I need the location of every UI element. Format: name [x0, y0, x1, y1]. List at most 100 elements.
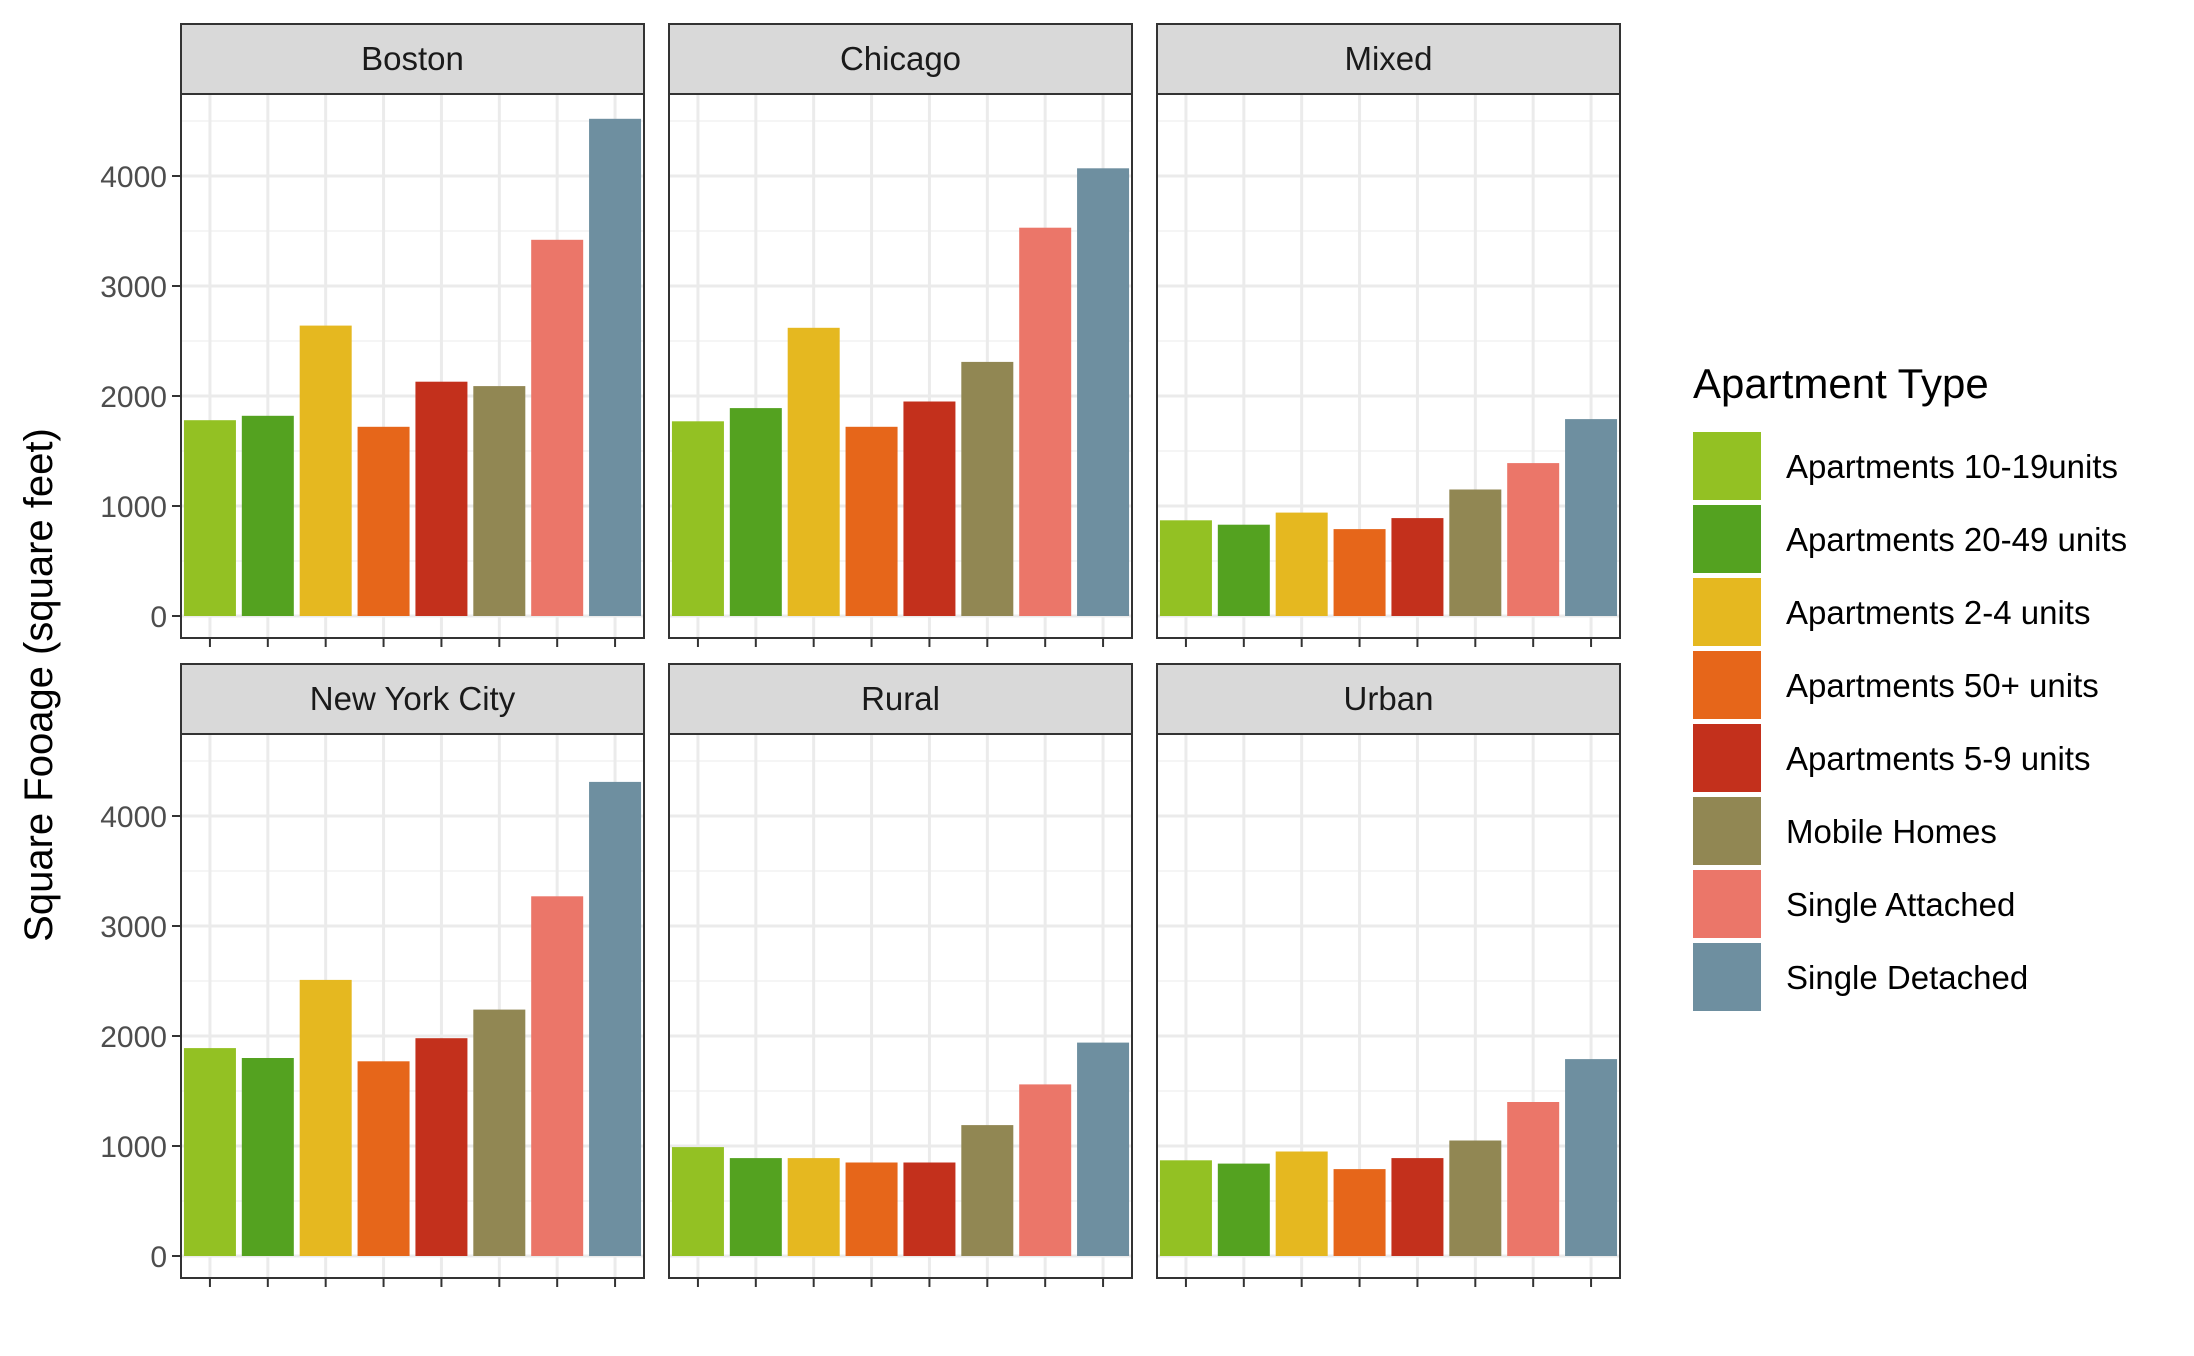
bar-urban-mobile-homes — [1449, 1140, 1502, 1256]
legend-label: Apartments 10-19units — [1786, 448, 2118, 485]
bar-urban-apartments-10-19units — [1159, 1160, 1212, 1256]
bar-mixed-apartments-5-9-units — [1391, 518, 1444, 616]
bar-rural-apartments-20-49-units — [729, 1158, 782, 1256]
bar-boston-single-detached — [589, 118, 642, 617]
legend-items: Apartments 10-19units Apartments 20-49 un… — [1693, 432, 2127, 1011]
legend-key — [1693, 578, 1761, 646]
facet-strip-label: New York City — [310, 680, 516, 717]
legend-item-apartments-10-19units: Apartments 10-19units — [1693, 432, 2118, 500]
bar-boston-apartments-2-4-units — [299, 325, 352, 616]
bar-mixed-apartments-2-4-units — [1275, 512, 1328, 616]
bar-mixed-apartments-10-19units — [1159, 520, 1212, 616]
legend: Apartment Type Apartments 10-19unitsApar… — [1693, 360, 2127, 1011]
legend-item-apartments-5-9-units: Apartments 5-9 units — [1693, 724, 2090, 792]
facet-strip — [180, 663, 645, 735]
bar-chicago-apartments-50-units — [845, 426, 898, 616]
legend-label: Single Attached — [1786, 886, 2015, 923]
bar-mixed-single-detached — [1565, 419, 1618, 616]
facet-strip — [668, 23, 1133, 95]
bar-boston-apartments-20-49-units — [241, 415, 294, 616]
legend-item-apartments-20-49-units: Apartments 20-49 units — [1693, 505, 2127, 573]
facet-strip-label: Mixed — [1344, 40, 1432, 77]
bar-chicago-apartments-5-9-units — [903, 401, 956, 616]
panel-mixed: Mixed — [1156, 23, 1621, 647]
facet-strip — [180, 23, 645, 95]
bar-chicago-apartments-20-49-units — [729, 408, 782, 616]
legend-item-single-attached: Single Attached — [1693, 870, 2015, 938]
panel-boston: Boston 0 1000 2000 3000 4000 — [100, 23, 645, 647]
bar-new-york-city-apartments-10-19units — [183, 1048, 236, 1256]
bar-rural-single-detached — [1077, 1042, 1130, 1256]
bar-boston-single-attached — [531, 239, 584, 617]
legend-label: Mobile Homes — [1786, 813, 1997, 850]
legend-key — [1693, 870, 1761, 938]
bar-mixed-apartments-20-49-units — [1217, 524, 1270, 616]
bar-rural-apartments-2-4-units — [787, 1158, 840, 1256]
bar-chicago-single-detached — [1077, 168, 1130, 617]
bar-mixed-apartments-50-units — [1333, 529, 1386, 616]
y-tick-label: 2000 — [100, 381, 167, 414]
y-tick-label: 4000 — [100, 801, 167, 834]
y-tick-label: 1000 — [100, 1131, 167, 1164]
bar-boston-apartments-5-9-units — [415, 381, 468, 616]
panel-new-york-city: New York City 0 1000 2000 3000 4000 — [100, 663, 645, 1287]
legend-label: Apartments 20-49 units — [1786, 521, 2127, 558]
bar-rural-apartments-10-19units — [671, 1147, 724, 1256]
legend-key — [1693, 505, 1761, 573]
legend-key — [1693, 432, 1761, 500]
bar-rural-apartments-50-units — [845, 1162, 898, 1256]
bar-urban-apartments-2-4-units — [1275, 1151, 1328, 1256]
y-tick-label: 0 — [150, 601, 167, 634]
panel-chicago: Chicago — [668, 23, 1133, 647]
bar-chicago-apartments-2-4-units — [787, 327, 840, 616]
legend-label: Single Detached — [1786, 959, 2028, 996]
legend-item-apartments-50-units: Apartments 50+ units — [1693, 651, 2099, 719]
facet-strip — [668, 663, 1133, 735]
legend-title: Apartment Type — [1693, 360, 1989, 407]
legend-label: Apartments 50+ units — [1786, 667, 2099, 704]
bar-mixed-mobile-homes — [1449, 489, 1502, 616]
bar-urban-single-detached — [1565, 1059, 1618, 1256]
bar-boston-mobile-homes — [473, 386, 526, 616]
legend-item-apartments-2-4-units: Apartments 2-4 units — [1693, 578, 2090, 646]
facet-strip-label: Boston — [361, 40, 464, 77]
legend-key — [1693, 797, 1761, 865]
facet-strip — [1156, 23, 1621, 95]
legend-item-single-detached: Single Detached — [1693, 943, 2028, 1011]
legend-key — [1693, 651, 1761, 719]
panel-urban: Urban — [1156, 663, 1621, 1287]
bar-boston-apartments-10-19units — [183, 420, 236, 616]
y-tick-label: 2000 — [100, 1021, 167, 1054]
bar-new-york-city-apartments-2-4-units — [299, 979, 352, 1256]
bar-new-york-city-mobile-homes — [473, 1009, 526, 1256]
bar-rural-apartments-5-9-units — [903, 1162, 956, 1256]
bar-rural-mobile-homes — [961, 1125, 1014, 1256]
facet-strip — [1156, 663, 1621, 735]
bar-new-york-city-apartments-5-9-units — [415, 1038, 468, 1256]
legend-key — [1693, 724, 1761, 792]
bar-new-york-city-single-detached — [589, 781, 642, 1256]
bar-urban-apartments-5-9-units — [1391, 1158, 1444, 1256]
bar-new-york-city-single-attached — [531, 896, 584, 1256]
legend-label: Apartments 2-4 units — [1786, 594, 2090, 631]
facet-strip-label: Rural — [861, 680, 940, 717]
y-tick-label: 3000 — [100, 911, 167, 944]
bar-chicago-mobile-homes — [961, 361, 1014, 616]
panel-rural: Rural — [668, 663, 1133, 1287]
facet-strip-label: Urban — [1344, 680, 1434, 717]
legend-label: Apartments 5-9 units — [1786, 740, 2090, 777]
legend-item-mobile-homes: Mobile Homes — [1693, 797, 1997, 865]
bar-new-york-city-apartments-50-units — [357, 1061, 410, 1256]
bar-chicago-apartments-10-19units — [671, 421, 724, 616]
facet-panels: Boston 0 1000 2000 3000 4000 Chicago Mixed New Y… — [100, 23, 1621, 1287]
bar-new-york-city-apartments-20-49-units — [241, 1058, 294, 1256]
bar-mixed-single-attached — [1507, 463, 1560, 616]
bar-urban-apartments-50-units — [1333, 1169, 1386, 1256]
bar-urban-single-attached — [1507, 1102, 1560, 1256]
y-tick-label: 1000 — [100, 491, 167, 524]
y-tick-label: 4000 — [100, 161, 167, 194]
y-tick-label: 0 — [150, 1241, 167, 1274]
bar-rural-single-attached — [1019, 1084, 1072, 1256]
y-axis-label: Square Fooage (square feet) — [17, 428, 61, 942]
